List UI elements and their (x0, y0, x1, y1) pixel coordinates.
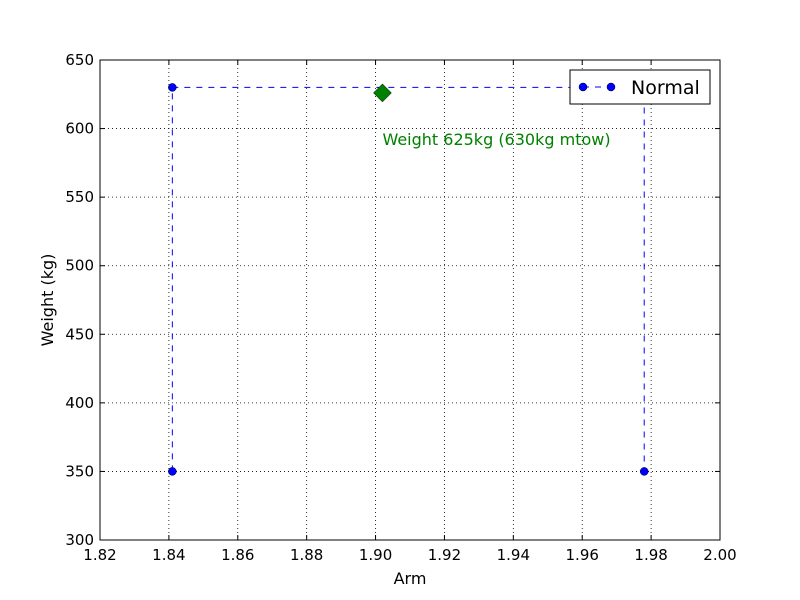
current-weight-annotation: Weight 625kg (630kg mtow) (382, 130, 610, 149)
y-tick-label: 450 (65, 325, 94, 343)
x-tick-labels: 1.82 1.84 1.86 1.88 1.90 1.92 1.94 1.96 1.98 2.00 (83, 546, 736, 564)
y-tick-label: 400 (65, 394, 94, 412)
legend-marker (578, 82, 588, 92)
current-point-layer (373, 83, 392, 103)
series-line-normal (171, 86, 645, 472)
legend: Normal (569, 69, 711, 105)
y-tick-labels: 300 350 400 450 500 550 600 650 (65, 51, 94, 549)
legend-box (569, 69, 711, 105)
y-axis-label: Weight (kg) (38, 254, 57, 347)
y-tick-label: 550 (65, 188, 94, 206)
series-point (168, 83, 177, 92)
current-point-marker (373, 83, 392, 103)
x-tick-label: 1.92 (428, 546, 461, 564)
y-tick-label: 650 (65, 51, 94, 69)
y-tick-label: 600 (65, 120, 94, 138)
plot-frame (99, 59, 721, 541)
x-axis-label: Arm (394, 569, 427, 588)
legend-marker (606, 82, 616, 92)
y-tick-label: 350 (65, 462, 94, 480)
legend-label-normal: Normal (631, 77, 700, 99)
x-tick-label: 2.00 (703, 546, 736, 564)
x-tick-label: 1.90 (359, 546, 392, 564)
x-tick-label: 1.88 (290, 546, 323, 564)
series-point (639, 467, 649, 476)
x-tick-label: 1.84 (152, 546, 185, 564)
y-tick-label: 300 (65, 531, 94, 549)
axis-ticks (99, 59, 721, 541)
y-tick-label: 500 (65, 257, 94, 275)
x-tick-label: 1.98 (634, 546, 667, 564)
x-tick-label: 1.96 (566, 546, 599, 564)
series-point (168, 467, 177, 476)
x-tick-label: 1.86 (221, 546, 254, 564)
x-tick-label: 1.94 (497, 546, 530, 564)
x-tick-label: 1.82 (83, 546, 116, 564)
